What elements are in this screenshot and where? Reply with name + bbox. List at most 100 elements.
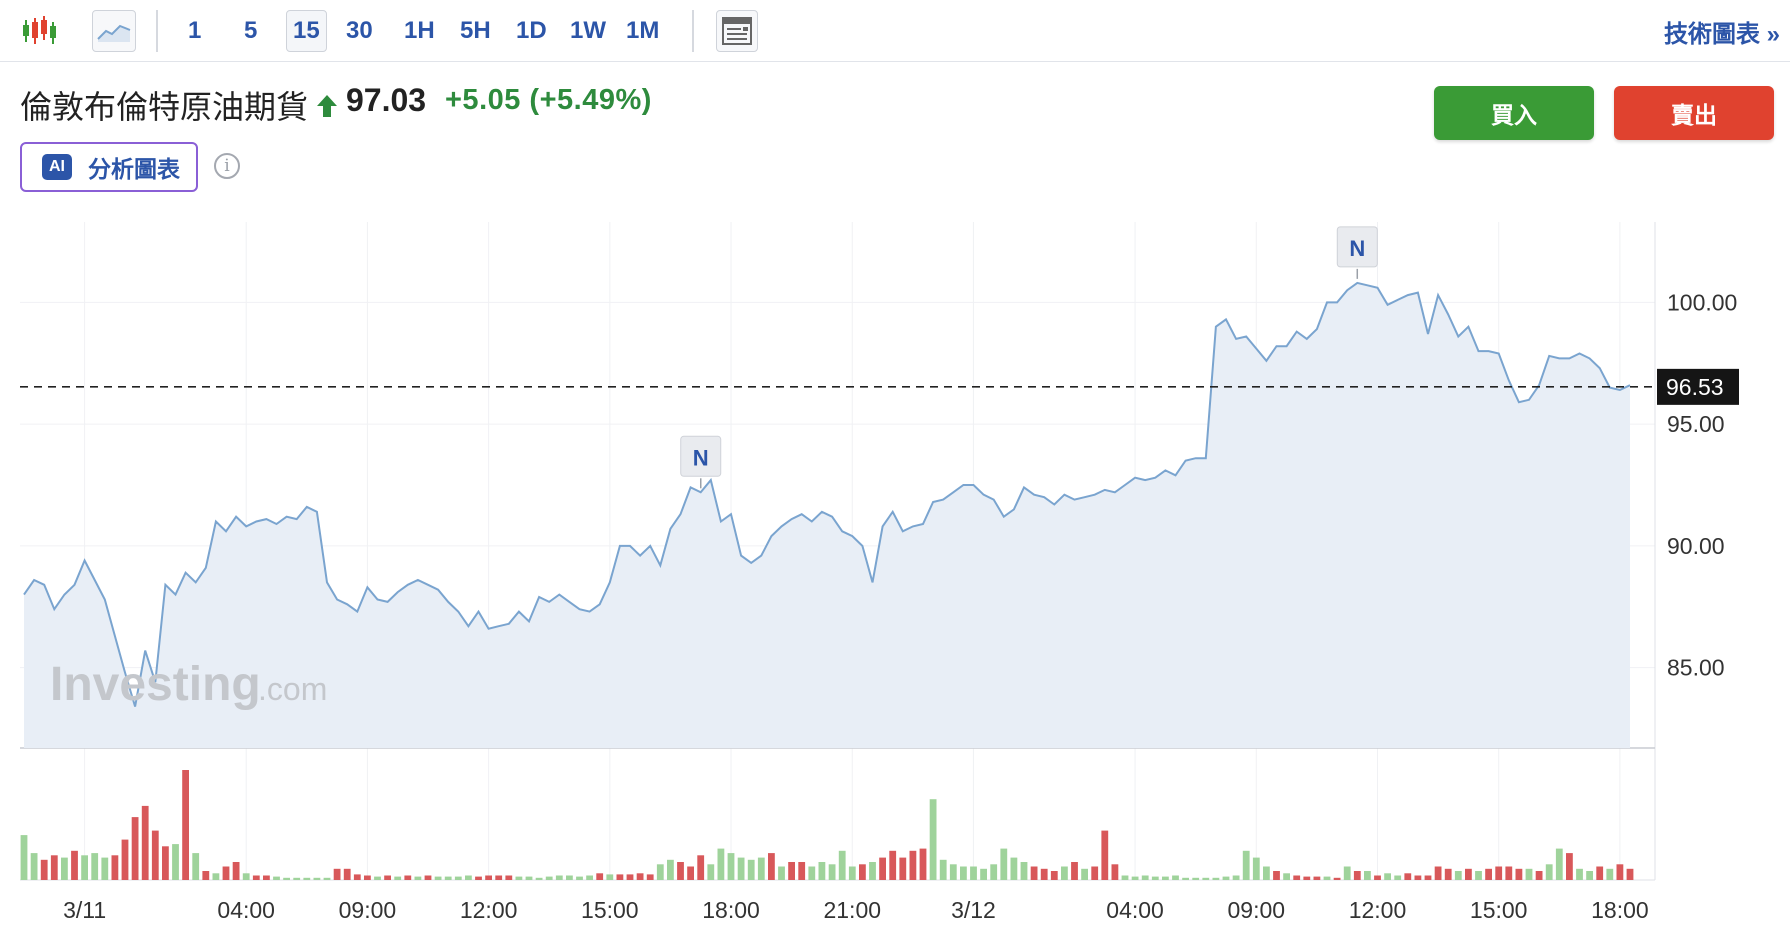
volume-bar: [1566, 853, 1573, 880]
timeframe-1[interactable]: 1: [188, 17, 202, 44]
volume-bar: [313, 877, 321, 880]
news-marker[interactable]: N: [680, 435, 722, 489]
x-tick-label: 15:00: [581, 897, 639, 923]
volume-bar: [859, 864, 866, 880]
volume-bar: [626, 874, 634, 880]
timeframe-1w[interactable]: 1W: [570, 17, 606, 44]
volume-bar: [293, 877, 301, 880]
volume-bar: [1091, 866, 1099, 880]
current-price-tag: 96.53: [1657, 368, 1739, 405]
news-marker-box: [680, 435, 722, 477]
chart-layout-icon[interactable]: [716, 10, 758, 52]
volume-bar: [303, 877, 311, 880]
volume-bar: [232, 862, 240, 880]
volume-bar: [1151, 876, 1159, 880]
volume-bar: [939, 859, 947, 880]
volume-bar: [757, 857, 765, 880]
timeframe-15[interactable]: 15: [286, 10, 327, 52]
volume-bar: [1061, 866, 1068, 880]
volume-bar: [505, 875, 513, 880]
volume-bar: [141, 805, 149, 880]
price-line: [23, 281, 1631, 707]
volume-bar: [485, 875, 492, 880]
volume-bar: [1303, 876, 1311, 880]
sell-button[interactable]: 賣出: [1614, 86, 1774, 140]
volume-bar: [162, 846, 169, 880]
candlestick-chart-icon[interactable]: [18, 10, 60, 52]
volume-bar: [1293, 875, 1301, 880]
x-tick-label: 3/11: [63, 897, 106, 923]
volume-bar: [1343, 866, 1351, 880]
volume-bar: [333, 868, 341, 880]
y-tick-label: 100.00: [1667, 289, 1737, 315]
current-price-label: 96.53: [1666, 374, 1724, 400]
info-icon[interactable]: i: [214, 153, 240, 179]
volume-bar: [1040, 868, 1048, 880]
volume-bar: [222, 866, 230, 880]
instrument-name: 倫敦布倫特原油期貨: [20, 89, 309, 125]
volume-bar: [404, 875, 412, 880]
volume-bar: [374, 876, 381, 880]
volume-bar: [606, 874, 614, 880]
volume-bar: [384, 875, 391, 880]
volume-bar: [727, 853, 735, 880]
volume-bar: [525, 876, 533, 880]
volume-bar: [1555, 848, 1563, 880]
volume-bar: [1586, 871, 1593, 880]
volume-bar: [1444, 868, 1452, 880]
x-tick-label: 18:00: [702, 897, 760, 923]
volume-bar: [1596, 866, 1604, 880]
volume-bar: [1242, 850, 1250, 880]
technical-chart-link[interactable]: 技術圖表 »: [1663, 21, 1780, 48]
volume-bar: [1535, 871, 1543, 880]
volume-bar: [1424, 875, 1432, 880]
volume-bar: [970, 866, 977, 880]
volume-bar: [1616, 864, 1624, 880]
price-up-arrow-icon: [317, 95, 337, 117]
y-tick-label: 95.00: [1667, 411, 1725, 437]
volume-bar: [869, 862, 876, 880]
news-marker-box: [1336, 226, 1378, 268]
volume-bar: [1505, 866, 1513, 880]
volume-bar: [1212, 877, 1220, 880]
volume-bar: [172, 844, 179, 880]
volume-bar: [798, 862, 806, 880]
volume-bar: [1323, 876, 1331, 880]
volume-bar: [1525, 868, 1533, 880]
timeframe-1h[interactable]: 1H: [404, 17, 435, 44]
volume-bar: [1101, 830, 1109, 880]
volume-bar: [1626, 868, 1634, 880]
volume-bar: [990, 864, 998, 880]
volume-bar: [1283, 873, 1290, 880]
volume-bar: [1434, 866, 1442, 880]
volume-bar: [929, 799, 937, 880]
volume-bar: [131, 817, 139, 880]
buy-button[interactable]: 買入: [1434, 86, 1594, 140]
volume-bar: [1374, 875, 1381, 880]
price-area-fill: [24, 282, 1630, 748]
timeframe-5[interactable]: 5: [244, 17, 258, 44]
volume-bar: [242, 873, 250, 880]
y-axis-labels: 85.00 90.00 95.00 100.00: [1667, 289, 1737, 680]
ai-badge-icon: AI: [42, 154, 72, 180]
volume-bar: [1020, 862, 1028, 880]
volume-bar: [576, 876, 583, 880]
volume-bar: [20, 835, 28, 880]
ai-analyze-chart-button[interactable]: AI 分析圖表: [20, 142, 198, 192]
volume-bar: [919, 848, 927, 880]
volume-bar: [1404, 873, 1412, 880]
volume-bar: [717, 848, 725, 880]
timeframe-5h[interactable]: 5H: [460, 17, 491, 44]
news-marker[interactable]: N: [1336, 226, 1378, 279]
timeframe-1m[interactable]: 1M: [626, 17, 660, 44]
area-chart-icon[interactable]: [92, 10, 136, 52]
volume-bar: [454, 876, 462, 880]
volume-bar: [586, 875, 593, 880]
volume-bar: [879, 857, 886, 880]
timeframe-30[interactable]: 30: [346, 17, 373, 44]
volume-bar: [1353, 871, 1361, 880]
ai-button-label: 分析圖表: [88, 156, 180, 182]
timeframe-1d[interactable]: 1D: [516, 17, 547, 44]
volume-bar: [889, 850, 897, 880]
